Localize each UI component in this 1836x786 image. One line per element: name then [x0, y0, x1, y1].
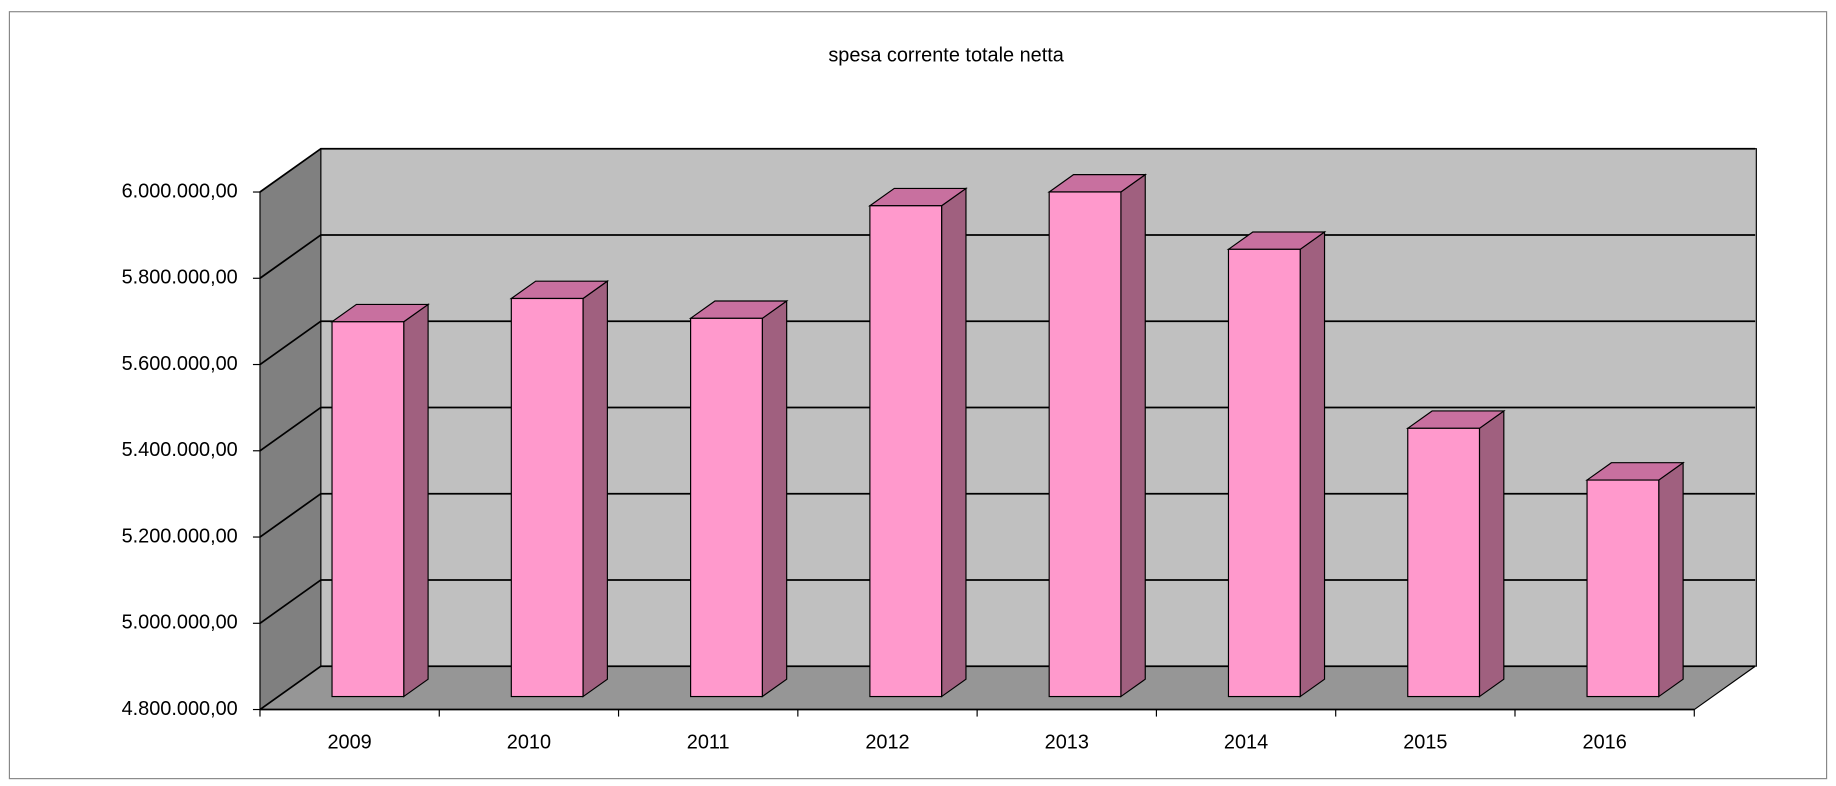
y-tick-label: 4.800.000,00: [122, 698, 238, 720]
y-tick-label: 5.000.000,00: [122, 612, 238, 634]
y-tick-label: 5.800.000,00: [122, 267, 238, 289]
bar-side: [582, 280, 608, 698]
bar: [1586, 479, 1660, 698]
bar: [869, 205, 943, 698]
bar: [1048, 191, 1122, 698]
chart-title: spesa corrente totale netta: [828, 44, 1064, 66]
bar-side: [1478, 409, 1505, 698]
floor: [259, 666, 1757, 710]
bar: [690, 317, 763, 698]
x-tick-label: 2010: [507, 732, 551, 754]
x-tick-label: 2013: [1045, 732, 1089, 754]
bar: [1407, 427, 1481, 698]
y-tick-label: 5.600.000,00: [122, 353, 238, 375]
x-tick-label: 2015: [1403, 732, 1447, 754]
bar-side: [1120, 173, 1146, 698]
bar: [1227, 248, 1301, 698]
bar-side: [941, 187, 967, 698]
x-tick-label: 2009: [327, 732, 371, 754]
bar: [510, 297, 584, 698]
y-tick-label: 5.400.000,00: [122, 439, 238, 461]
x-tick-label: 2014: [1224, 732, 1268, 754]
bar: [331, 321, 405, 698]
grid-line: [259, 147, 1756, 193]
bar-side: [403, 303, 429, 698]
x-tick-label: 2011: [687, 732, 730, 754]
bar-side: [1299, 230, 1326, 698]
y-tick-label: 5.200.000,00: [122, 525, 238, 547]
x-tick-label: 2012: [865, 732, 909, 754]
x-axis-depth: [1693, 665, 1756, 711]
y-tick-label: 6.000.000,00: [122, 180, 238, 202]
x-tick-label: 2016: [1583, 732, 1627, 754]
bar-side: [761, 299, 788, 698]
bar-side: [1658, 461, 1684, 698]
